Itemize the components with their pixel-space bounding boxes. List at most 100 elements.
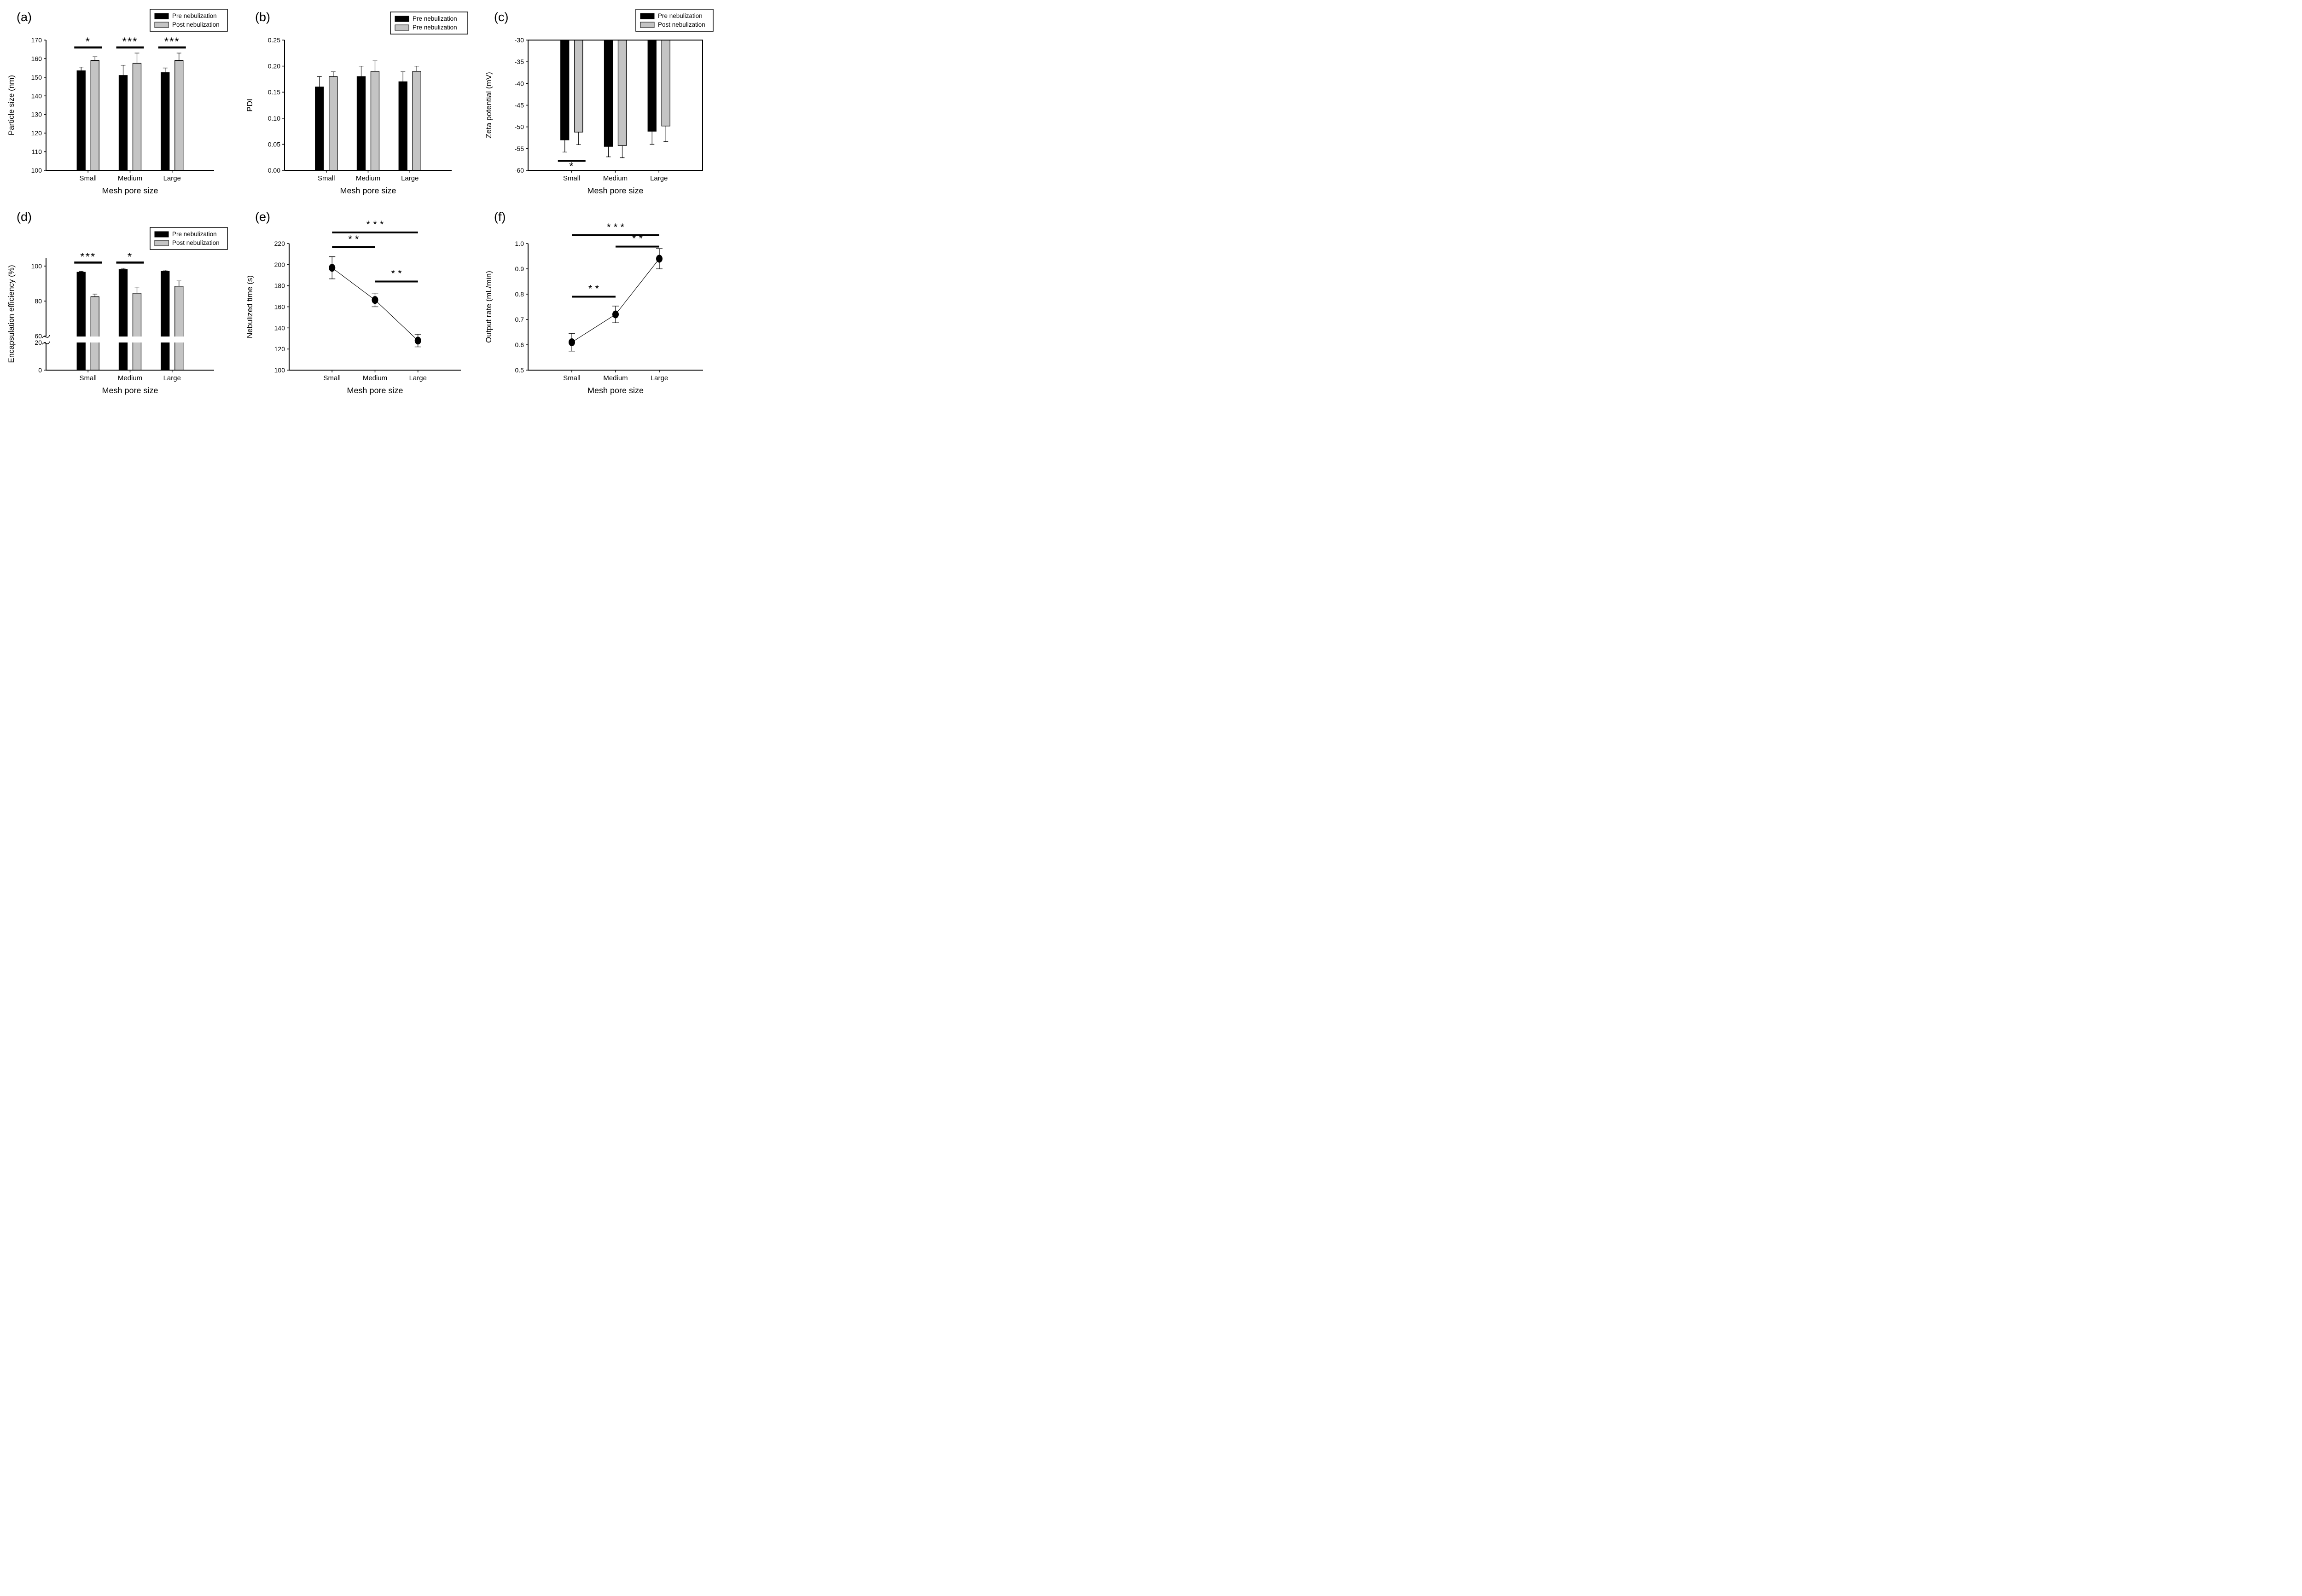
panel-a: 100 110 120 130 140 150 160 170 Small Medium Large…: [0, 0, 238, 200]
y-tick-label: 20: [35, 338, 42, 346]
significance-stars: ***: [80, 250, 96, 263]
bar-pre-small: [560, 40, 570, 140]
bar-pre-medium: [118, 75, 128, 171]
x-tick-label-medium: Medium: [118, 374, 142, 382]
y-axis-title: PDI: [245, 99, 254, 111]
panel-letter: (a): [17, 10, 32, 24]
legend-swatch-post: [640, 22, 655, 28]
y-tick-label: -50: [514, 123, 523, 131]
axes: [527, 40, 703, 171]
x-axis-title: Mesh pore size: [587, 186, 643, 195]
bar-post-medium: [132, 292, 142, 371]
y-tick-label: -55: [514, 145, 523, 152]
y-ticks: 0.00 0.05 0.10 0.15 0.20 0.25: [268, 36, 285, 174]
y-tick-label: 0.7: [515, 315, 524, 323]
x-tick-label-large: Large: [163, 174, 181, 182]
x-tick-label-large: Large: [650, 174, 668, 182]
bar-pre-large: [647, 40, 657, 132]
bar-post-large: [174, 285, 184, 371]
x-axis-title: Mesh pore size: [340, 186, 396, 195]
bar-post-large: [412, 71, 422, 171]
data-point-large: [656, 255, 663, 263]
significance-stars: * *: [391, 267, 402, 279]
x-tick-label-medium: Medium: [356, 174, 380, 182]
x-tick-label-medium: Medium: [363, 374, 387, 382]
x-tick-label-large: Large: [401, 174, 419, 182]
panel-c: -30 -35 -40 -45 -50 -55 -60 Small Medium Large Mes…: [477, 0, 716, 200]
y-tick-label: 170: [31, 36, 42, 44]
x-tick-label-medium: Medium: [118, 174, 142, 182]
bars-and-points: [315, 60, 422, 171]
y-tick-label: 200: [274, 261, 285, 268]
y-tick-label: 100: [31, 262, 42, 270]
bar-pre-large: [161, 72, 170, 171]
y-axis-title: Zeta potential (mV): [484, 72, 493, 138]
bar-pre-small: [76, 272, 86, 371]
plot-frame: [527, 40, 703, 171]
panel-d: 0 20 60 80 100 Small Medium Large Mesh pore size…: [0, 200, 238, 400]
data-point-medium: [372, 296, 378, 304]
y-tick-label: -40: [514, 80, 523, 87]
bar-post-medium: [371, 71, 380, 171]
x-tick-label-small: Small: [563, 374, 580, 382]
legend-label-1: Post nebulization: [172, 239, 220, 246]
legend: Pre nebulization Pre nebulization: [390, 12, 469, 35]
legend-label-1: Post nebulization: [172, 21, 220, 28]
significance-stars: * * *: [607, 221, 624, 232]
y-axis-title: Encapsulation efficiency (%): [7, 265, 16, 363]
bar-post-small: [574, 40, 583, 133]
x-tick-label-small: Small: [318, 174, 335, 182]
y-tick-label: -60: [514, 167, 523, 174]
significance-stars: *: [86, 35, 91, 48]
y-tick-label: -30: [514, 36, 523, 44]
chart-e: 100 120 140 160 180 200 220 Small Medium Large Mes…: [245, 210, 461, 395]
y-ticks: 100 110 120 130 140 150 160 170: [31, 36, 46, 174]
y-tick-label: 0.15: [268, 88, 280, 96]
y-tick-label: 0.20: [268, 63, 280, 70]
significance-stars: ***: [164, 35, 180, 48]
y-tick-label: -35: [514, 58, 523, 65]
y-tick-label: 150: [31, 74, 42, 81]
axis-break-squiggle: [42, 335, 50, 338]
legend-swatch-post: [395, 24, 409, 31]
y-tick-label: 180: [274, 282, 285, 289]
bar-pre-large: [398, 81, 408, 171]
x-ticks: Small Medium Large: [80, 170, 181, 182]
bar-post-medium: [132, 63, 142, 171]
legend-swatch-pre: [154, 13, 169, 19]
y-tick-label: -45: [514, 101, 523, 109]
x-axis-title: Mesh pore size: [587, 385, 644, 395]
y-tick-label: 0.8: [515, 290, 524, 298]
y-tick-label: 60: [35, 332, 42, 339]
bars-and-points: [76, 267, 184, 371]
x-ticks: Small Medium Large: [80, 370, 181, 382]
data-point-small: [568, 338, 575, 346]
bar-post-small: [90, 296, 99, 371]
x-tick-label-large: Large: [650, 374, 668, 382]
y-ticks: -30 -35 -40 -45 -50 -55 -60: [514, 36, 528, 174]
y-tick-label: 140: [274, 324, 285, 331]
y-tick-label: 140: [31, 92, 42, 99]
x-tick-label-small: Small: [563, 174, 580, 182]
panel-b: 0.00 0.05 0.10 0.15 0.20 0.25 Small Medium Large…: [238, 0, 477, 200]
x-tick-label-large: Large: [409, 374, 427, 382]
chart-b: 0.00 0.05 0.10 0.15 0.20 0.25 Small Medium Large…: [245, 10, 469, 195]
y-ticks: 0.5 0.6 0.7 0.8 0.9 1.0: [515, 240, 528, 373]
legend-label-1: Pre nebulization: [413, 24, 457, 31]
panel-letter: (d): [17, 210, 32, 224]
y-tick-label: 80: [35, 297, 42, 304]
significance-stars: * *: [349, 233, 360, 245]
y-tick-label: 160: [31, 55, 42, 62]
legend-swatch-pre: [154, 231, 169, 238]
y-tick-label: 0.25: [268, 36, 280, 44]
significance-stars: * *: [632, 232, 643, 244]
x-axis-title: Mesh pore size: [102, 186, 158, 195]
x-tick-label-small: Small: [80, 174, 97, 182]
data-line: [571, 258, 660, 342]
data-point-large: [415, 336, 422, 344]
y-tick-label: 0.10: [268, 115, 280, 122]
